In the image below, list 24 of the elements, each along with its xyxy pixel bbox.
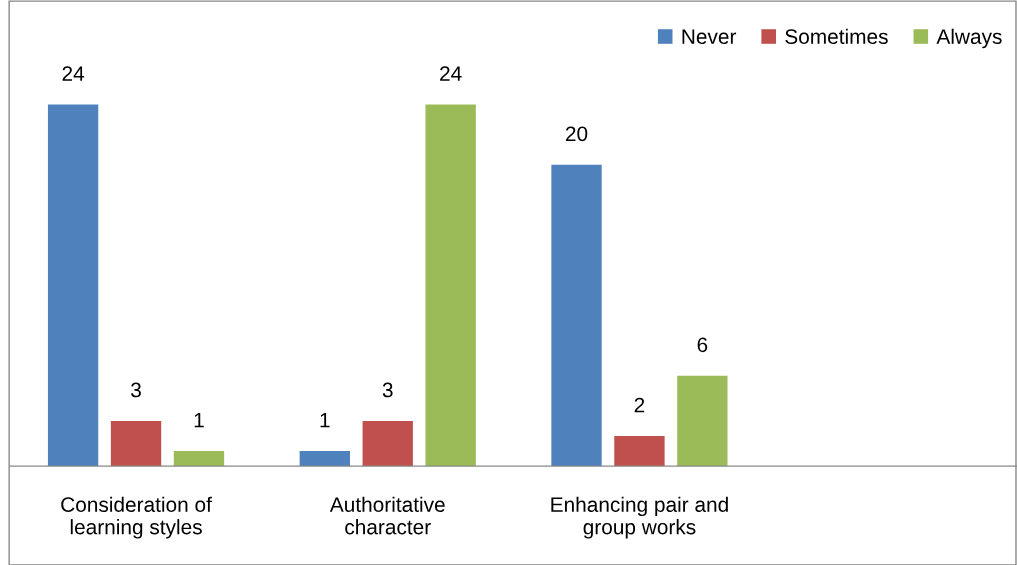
bar	[362, 420, 413, 467]
bar	[551, 164, 602, 467]
bar	[173, 451, 225, 467]
data-label: 1	[320, 412, 330, 428]
data-label: 24	[62, 66, 85, 81]
data-label: 6	[697, 337, 708, 353]
bar	[677, 375, 728, 467]
data-label: 24	[440, 66, 462, 81]
legend-label: Sometimes	[785, 28, 888, 45]
x-tick-label: Consideration of learning styles	[61, 496, 212, 539]
data-label: 3	[382, 382, 393, 398]
bar	[425, 104, 476, 467]
data-label: 20	[565, 126, 588, 142]
bar	[299, 451, 350, 467]
bar	[110, 420, 162, 467]
legend-label: Never	[682, 29, 737, 45]
data-label: 2	[634, 397, 645, 413]
bar	[614, 435, 665, 467]
legend-label: Always	[936, 28, 1002, 49]
bar	[47, 104, 99, 467]
data-label: 1	[194, 412, 204, 428]
x-tick-label: Authoritative character	[329, 496, 445, 535]
x-tick-label: Enhancing pair and group works	[551, 496, 728, 539]
data-label: 3	[131, 382, 141, 398]
